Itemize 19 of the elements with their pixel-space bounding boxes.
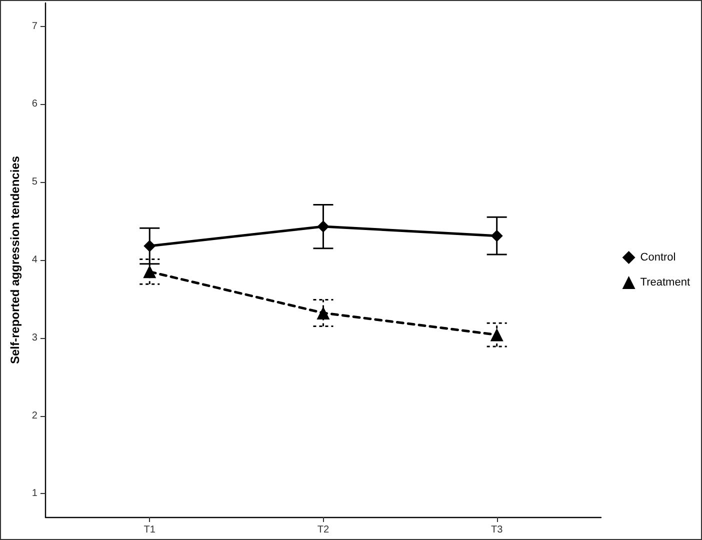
point xyxy=(144,240,156,252)
y-tick-label: 5 xyxy=(32,176,38,188)
y-tick-label: 2 xyxy=(32,410,38,422)
y-tick-label: 1 xyxy=(32,488,38,500)
x-tick-label: T2 xyxy=(317,524,330,536)
point xyxy=(143,265,156,278)
legend-label: Treatment xyxy=(640,276,690,288)
y-tick-label: 7 xyxy=(32,20,38,32)
point xyxy=(317,220,330,233)
point xyxy=(316,306,330,320)
point xyxy=(490,230,503,242)
y-tick-label: 6 xyxy=(32,98,38,110)
x-tick-label: T1 xyxy=(144,524,156,536)
y-tick-label: 3 xyxy=(32,332,38,344)
x-tick-label: T3 xyxy=(491,524,504,536)
y-tick-label: 4 xyxy=(32,254,38,266)
point xyxy=(490,328,504,342)
y-axis-title: Self-reported aggression tendencies xyxy=(8,156,22,364)
legend-label: Control xyxy=(640,252,676,264)
